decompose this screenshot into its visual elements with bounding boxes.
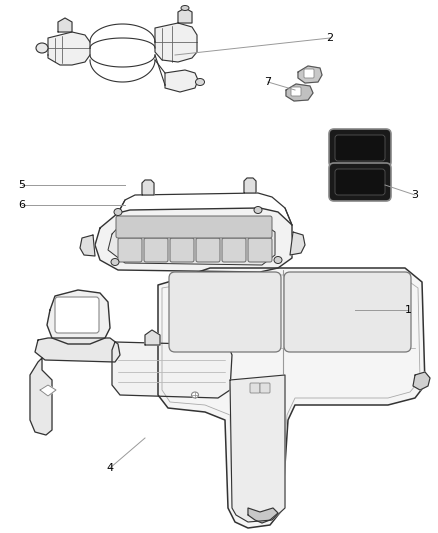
Polygon shape <box>145 330 160 345</box>
FancyBboxPatch shape <box>304 69 314 78</box>
FancyBboxPatch shape <box>118 238 142 262</box>
Polygon shape <box>58 18 72 32</box>
Ellipse shape <box>274 256 282 263</box>
FancyBboxPatch shape <box>248 238 272 262</box>
Text: 1: 1 <box>405 305 411 315</box>
Polygon shape <box>413 372 430 390</box>
Polygon shape <box>95 208 292 272</box>
Polygon shape <box>155 23 197 62</box>
Polygon shape <box>178 8 192 23</box>
Ellipse shape <box>195 78 205 85</box>
Text: 3: 3 <box>411 190 418 200</box>
FancyBboxPatch shape <box>260 383 270 393</box>
FancyBboxPatch shape <box>116 216 272 238</box>
FancyBboxPatch shape <box>169 272 281 352</box>
FancyBboxPatch shape <box>335 169 385 195</box>
Polygon shape <box>112 342 232 398</box>
Polygon shape <box>47 290 110 344</box>
FancyBboxPatch shape <box>250 383 260 393</box>
Text: 2: 2 <box>326 33 334 43</box>
Polygon shape <box>244 178 256 193</box>
Polygon shape <box>298 66 322 83</box>
Text: 4: 4 <box>106 463 113 473</box>
Text: 7: 7 <box>265 77 272 87</box>
Ellipse shape <box>111 259 119 265</box>
FancyBboxPatch shape <box>329 163 391 201</box>
FancyBboxPatch shape <box>222 238 246 262</box>
Ellipse shape <box>114 208 122 215</box>
Ellipse shape <box>254 206 262 214</box>
FancyBboxPatch shape <box>329 129 391 167</box>
FancyBboxPatch shape <box>144 238 168 262</box>
Ellipse shape <box>191 392 198 398</box>
Polygon shape <box>40 385 56 396</box>
Ellipse shape <box>36 43 48 53</box>
Polygon shape <box>35 338 120 362</box>
Polygon shape <box>165 70 198 92</box>
Polygon shape <box>290 232 305 255</box>
Polygon shape <box>142 180 154 195</box>
FancyBboxPatch shape <box>196 238 220 262</box>
Polygon shape <box>80 235 95 256</box>
Text: 5: 5 <box>18 180 25 190</box>
Polygon shape <box>108 218 275 265</box>
FancyBboxPatch shape <box>335 135 385 161</box>
Polygon shape <box>286 84 313 101</box>
FancyBboxPatch shape <box>55 297 99 333</box>
FancyBboxPatch shape <box>284 272 411 352</box>
Text: 6: 6 <box>18 200 25 210</box>
Polygon shape <box>158 268 425 528</box>
Ellipse shape <box>181 5 189 11</box>
Polygon shape <box>248 508 278 523</box>
Polygon shape <box>48 32 90 65</box>
Polygon shape <box>230 375 285 522</box>
FancyBboxPatch shape <box>170 238 194 262</box>
Polygon shape <box>30 358 52 435</box>
FancyBboxPatch shape <box>291 87 301 96</box>
